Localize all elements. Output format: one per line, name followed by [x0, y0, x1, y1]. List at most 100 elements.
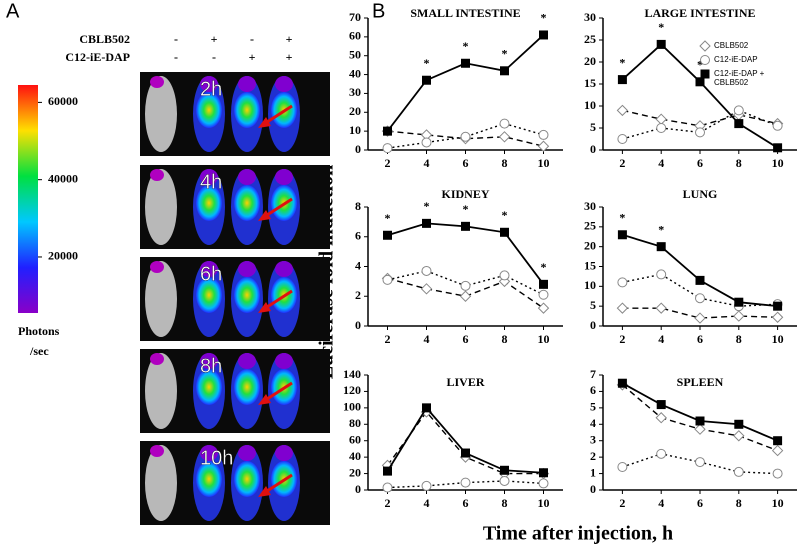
- marker: [694, 312, 706, 324]
- mouse: [145, 76, 177, 152]
- marker: [617, 230, 627, 240]
- arrow: [263, 473, 293, 495]
- marker: [700, 55, 710, 65]
- x-tick-label: 8: [736, 332, 742, 346]
- arrow-head: [258, 210, 271, 221]
- marker: [422, 218, 431, 228]
- time-label: 6h: [200, 263, 222, 285]
- y-tick-label: 5: [590, 400, 596, 414]
- chart-title: SPLEEN: [677, 375, 724, 389]
- marker: [656, 269, 667, 280]
- mouse-signal: [238, 76, 256, 92]
- x-tick-label: 10: [538, 156, 550, 170]
- significance-mark: *: [424, 199, 430, 213]
- marker: [656, 400, 666, 410]
- marker: [656, 242, 666, 252]
- y-tick-label: 4: [590, 416, 596, 430]
- time-label: 8h: [200, 355, 222, 377]
- legend-label: CBLB502: [714, 41, 749, 50]
- mouse-signal: [196, 92, 222, 128]
- mouse-signal: [275, 353, 293, 369]
- chart-title: KIDNEY: [441, 187, 489, 201]
- marker: [733, 105, 744, 116]
- series-line: [387, 222, 545, 285]
- condition-sign: -: [174, 50, 178, 64]
- arrow: [263, 381, 293, 403]
- mouse-signal: [150, 353, 164, 365]
- y-tick-label: 80: [349, 416, 361, 430]
- x-tick-label: 10: [538, 332, 550, 346]
- marker: [655, 113, 667, 125]
- condition-label: CBLB502: [79, 32, 130, 46]
- x-tick-label: 8: [502, 332, 508, 346]
- marker: [539, 279, 548, 289]
- x-tick-label: 8: [502, 496, 508, 510]
- marker: [461, 221, 470, 231]
- mouse: [145, 353, 177, 429]
- marker: [500, 66, 509, 76]
- significance-mark: *: [658, 20, 664, 34]
- x-tick-label: 4: [424, 156, 430, 170]
- y-tick-label: 8: [355, 199, 361, 213]
- arrow: [263, 289, 293, 311]
- marker: [773, 143, 783, 153]
- mouse-signal: [234, 369, 260, 405]
- marker: [655, 412, 667, 424]
- y-tick-label: 10: [349, 123, 361, 137]
- marker: [617, 378, 627, 388]
- arrow: [263, 197, 293, 219]
- series-line: [386, 406, 544, 474]
- x-tick-label: 2: [385, 332, 391, 346]
- marker: [734, 119, 744, 129]
- time-label: 10h: [200, 447, 233, 469]
- marker: [695, 127, 705, 138]
- y-tick-label: 100: [343, 400, 361, 414]
- chart-title: LIVER: [446, 375, 484, 389]
- marker: [733, 430, 745, 442]
- marker: [699, 40, 711, 52]
- y-tick-label: 60: [349, 29, 361, 43]
- colorbar-tick-label: 20000: [48, 249, 78, 263]
- x-tick-label: 6: [463, 496, 469, 510]
- y-tick-label: 15: [584, 258, 596, 272]
- y-tick-label: 30: [584, 199, 596, 213]
- marker: [500, 465, 509, 475]
- mouse-signal: [234, 277, 260, 313]
- marker: [617, 75, 627, 85]
- x-tick-label: 6: [697, 156, 703, 170]
- mouse-signal: [200, 261, 218, 277]
- marker: [773, 301, 783, 311]
- marker: [734, 419, 744, 429]
- marker: [733, 310, 745, 322]
- mouse-signal: [275, 445, 293, 461]
- y-tick-label: 2: [355, 288, 361, 302]
- marker: [734, 297, 744, 307]
- marker: [460, 131, 471, 142]
- colorbar-label: Photons: [18, 324, 60, 338]
- marker: [616, 104, 629, 117]
- condition-label: C12-iE-DAP: [65, 50, 130, 64]
- legend-label: CBLB502: [714, 78, 749, 87]
- mouse-signal: [238, 445, 256, 461]
- significance-mark: *: [502, 47, 508, 61]
- arrow-head: [258, 394, 271, 405]
- marker: [656, 123, 667, 133]
- condition-sign: -: [212, 50, 216, 64]
- y-tick-label: 1: [590, 465, 596, 479]
- marker: [655, 302, 667, 314]
- series-line: [622, 307, 778, 319]
- condition-sign: +: [211, 32, 218, 46]
- y-tick-label: 5: [590, 298, 596, 312]
- y-tick-label: 0: [590, 482, 596, 496]
- marker: [421, 480, 432, 491]
- marker: [616, 302, 629, 314]
- y-tick-label: 25: [584, 32, 596, 46]
- series-line: [386, 410, 544, 475]
- y-tick-label: 70: [349, 10, 361, 24]
- x-tick-label: 8: [736, 496, 742, 510]
- mouse-signal: [200, 353, 218, 369]
- condition-sign: -: [174, 32, 178, 46]
- colorbar-tick-label: 60000: [48, 94, 78, 108]
- y-tick-label: 30: [349, 85, 361, 99]
